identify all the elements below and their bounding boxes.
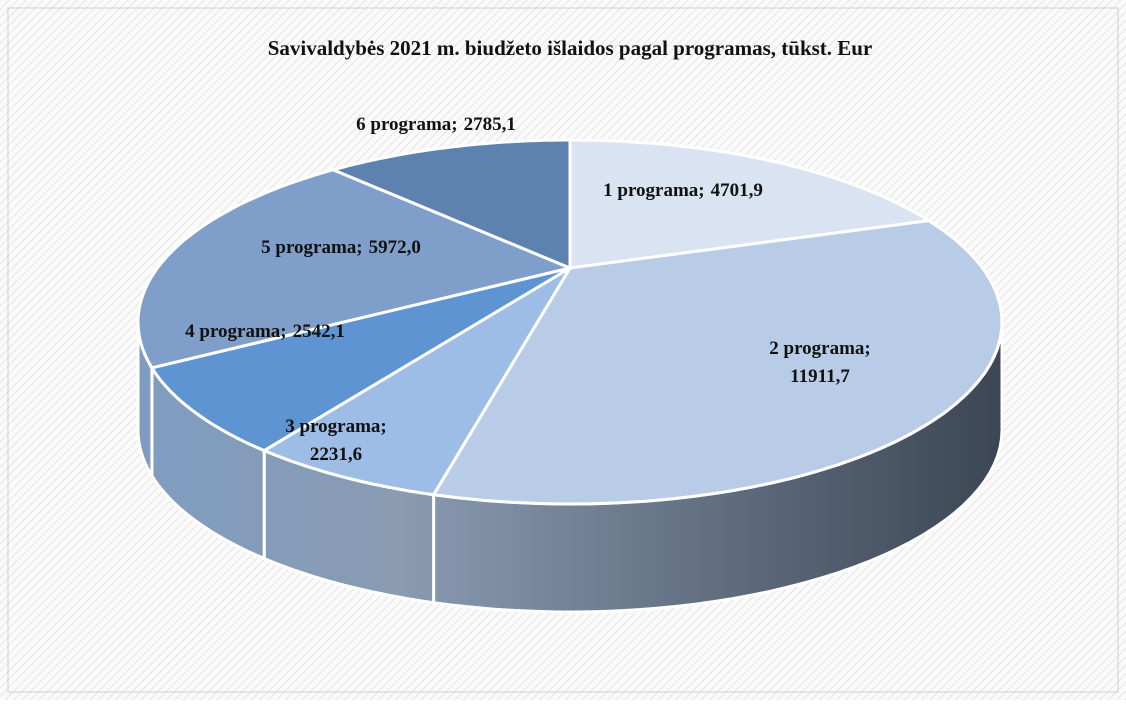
data-label: 2 programa; 11911,7 [769, 338, 871, 387]
category-label: 6 programa [356, 114, 452, 135]
chart-title: Savivaldybės 2021 m. biudžeto išlaidos p… [268, 36, 873, 60]
data-label: 6 programa; 2785,1 [356, 114, 516, 135]
data-label: 5 programa; 5972,0 [261, 237, 421, 258]
category-label: 5 programa [261, 237, 357, 258]
slice [149, 266, 571, 453]
pie [136, 138, 1004, 614]
label-separator: ; [380, 416, 386, 437]
slice [568, 138, 934, 270]
value-label: 2542,1 [293, 321, 345, 342]
frame [7, 7, 1119, 693]
value-label: 2785,1 [464, 114, 516, 135]
slice [260, 266, 572, 497]
value-label: 2231,6 [310, 444, 362, 465]
category-label: 1 programa [603, 180, 699, 201]
label-separator: ; [864, 338, 870, 359]
labels: 1 programa; 4701,9 2 programa; 11911,7 3 pro… [185, 114, 871, 465]
slice [431, 219, 1004, 506]
category-label: 4 programa [185, 321, 281, 342]
data-label: 4 programa; 2542,1 [185, 321, 345, 342]
label-separator: ; [356, 237, 362, 258]
category-label: 2 programa [769, 338, 865, 359]
slice [328, 138, 572, 271]
value-label: 5972,0 [369, 237, 421, 258]
label-separator: ; [698, 180, 704, 201]
value-label: 4701,9 [711, 180, 763, 201]
label-separator: ; [280, 321, 286, 342]
data-label: 3 programa; 2231,6 [285, 416, 387, 465]
data-label: 1 programa; 4701,9 [603, 180, 763, 201]
slice [136, 168, 575, 370]
label-separator: ; [451, 114, 457, 135]
category-label: 3 programa [285, 416, 381, 437]
value-label: 11911,7 [790, 366, 850, 387]
